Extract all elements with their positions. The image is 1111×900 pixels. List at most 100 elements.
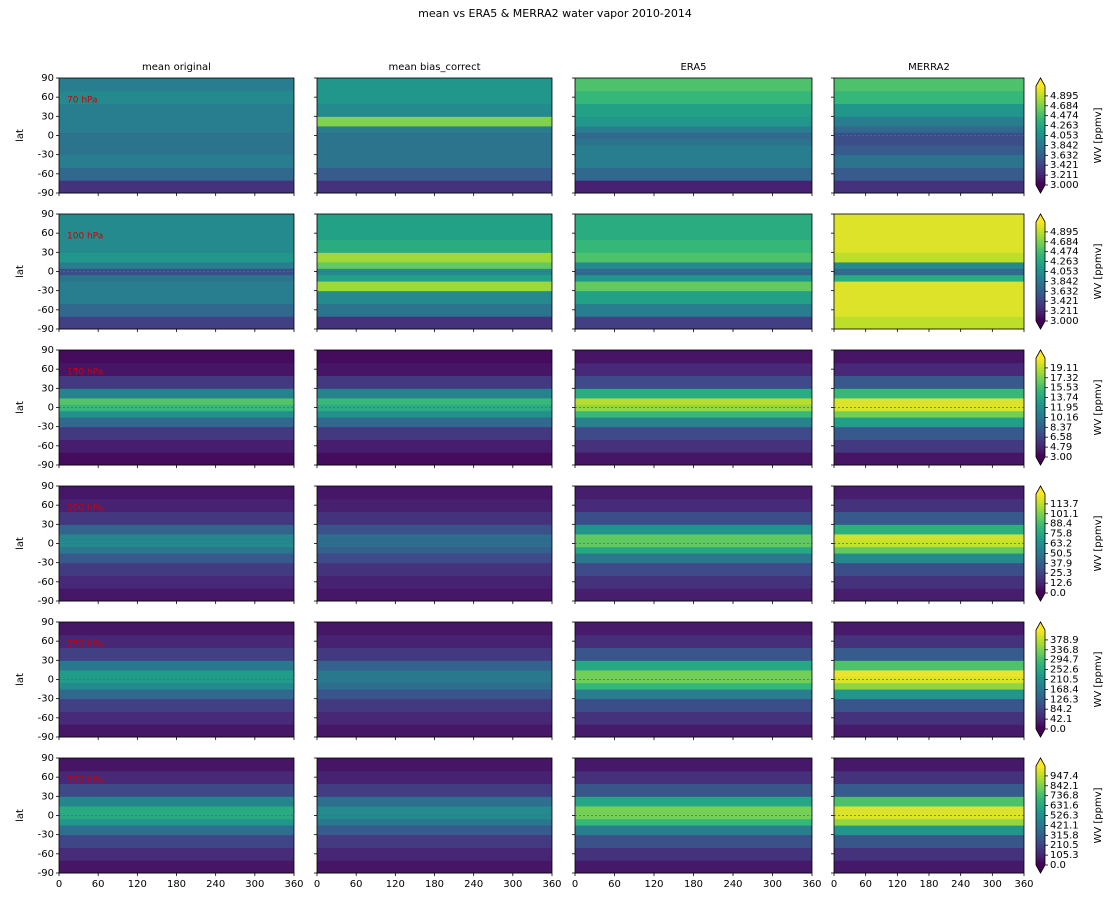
colorbar-extend-top: [1036, 78, 1045, 86]
colorbar-segment: [1036, 793, 1045, 797]
contour-band: [575, 138, 812, 146]
contour-band: [834, 711, 1024, 725]
colorbar-segment: [1036, 862, 1045, 866]
contour-band: [317, 498, 552, 513]
y-tick-label: -30: [38, 422, 54, 433]
colorbar-tick-label: 294.7: [1050, 655, 1079, 666]
contour-band: [575, 860, 812, 874]
contour-band: [59, 154, 294, 168]
contour-band: [575, 362, 812, 377]
contour-band: [317, 847, 552, 861]
colorbar-tick-label: 210.5: [1050, 675, 1079, 686]
colorbar-segment: [1036, 182, 1045, 186]
contour-band: [575, 562, 812, 576]
contour-band: [317, 116, 552, 127]
colorbar-segment: [1036, 773, 1045, 777]
y-tick-label: -90: [38, 324, 54, 335]
y-tick-label: 30: [41, 383, 54, 394]
colorbar-segment: [1036, 266, 1045, 270]
y-tick-label: 0: [48, 539, 54, 550]
colorbar-segment: [1036, 817, 1045, 821]
colorbar-segment: [1036, 548, 1045, 552]
colorbar-tick-label: 37.9: [1050, 558, 1072, 569]
colorbar-segment: [1036, 281, 1045, 285]
contour-band: [317, 682, 552, 690]
contour-band: [317, 90, 552, 105]
contour-band: [575, 660, 812, 671]
contour-band: [575, 498, 812, 513]
y-tick-label: 60: [41, 500, 54, 511]
x-tick-label: 120: [644, 879, 663, 890]
colorbar-segment: [1036, 642, 1045, 646]
y-tick-label: 90: [41, 753, 54, 764]
colorbar-segment: [1036, 140, 1045, 144]
colorbar-segment: [1036, 639, 1045, 643]
contour-band: [575, 439, 812, 453]
contour-band: [59, 125, 294, 133]
contour-band: [575, 252, 812, 263]
colorbar-segment: [1036, 847, 1045, 851]
colorbar-segment: [1036, 437, 1045, 441]
colorbar-segment: [1036, 291, 1045, 295]
colorbar-segment: [1036, 857, 1045, 861]
contour-band: [317, 524, 552, 535]
contour-band: [317, 375, 552, 389]
colorbar-segment: [1036, 407, 1045, 411]
colorbar-segment: [1036, 288, 1045, 292]
contour-band: [59, 388, 294, 399]
y-tick-label: -90: [38, 188, 54, 199]
contour-band: [317, 281, 552, 292]
colorbar-segment: [1036, 271, 1045, 275]
contour-band: [834, 375, 1024, 389]
contour-band: [575, 588, 812, 602]
contour-band: [834, 805, 1024, 813]
contour-band: [59, 452, 294, 466]
colorbar-segment: [1036, 721, 1045, 725]
contour-band: [834, 553, 1024, 564]
contour-band: [317, 511, 552, 525]
colorbar-tick-label: 252.6: [1050, 665, 1079, 676]
contour-band: [834, 546, 1024, 554]
y-tick-label: 30: [41, 655, 54, 666]
colorbar-tick-label: 3.632: [1050, 286, 1079, 297]
contour-band: [834, 682, 1024, 690]
contour-band: [834, 511, 1024, 525]
colorbar-segment: [1036, 634, 1045, 638]
colorbar-segment: [1036, 172, 1045, 176]
contour-band: [834, 562, 1024, 576]
colorbar-segment: [1036, 580, 1045, 584]
contour-band: [575, 281, 812, 292]
contour-band: [317, 103, 552, 117]
colorbar-segment: [1036, 412, 1045, 416]
colorbar-segment: [1036, 93, 1045, 97]
x-tick-label: 180: [919, 879, 938, 890]
contour-band: [575, 511, 812, 525]
colorbar-tick-label: 4.474: [1050, 247, 1079, 258]
colorbar-segment: [1036, 674, 1045, 678]
contour-band: [317, 362, 552, 377]
contour-band: [317, 78, 552, 92]
contour-band: [59, 103, 294, 117]
y-tick-label: -60: [38, 305, 54, 316]
contour-band: [59, 439, 294, 453]
contour-band: [575, 239, 812, 253]
colorbar-segment: [1036, 226, 1045, 230]
colorbar-tick-label: 105.3: [1050, 850, 1079, 861]
colorbar-segment: [1036, 560, 1045, 564]
contour-band: [59, 533, 294, 541]
contour-band: [834, 350, 1024, 364]
colorbar-segment: [1036, 128, 1045, 132]
colorbar-segment: [1036, 770, 1045, 774]
contour-band: [834, 439, 1024, 453]
colorbar-segment: [1036, 652, 1045, 656]
contour-band: [317, 634, 552, 649]
colorbar-segment: [1036, 422, 1045, 426]
colorbar-segment: [1036, 86, 1045, 89]
contour-band: [575, 847, 812, 861]
x-tick-label: 60: [859, 879, 872, 890]
colorbar-tick-label: 25.3: [1050, 568, 1072, 579]
colorbar-segment: [1036, 716, 1045, 720]
contour-band: [834, 860, 1024, 874]
colorbar-segment: [1036, 414, 1045, 418]
contour-band: [317, 226, 552, 241]
